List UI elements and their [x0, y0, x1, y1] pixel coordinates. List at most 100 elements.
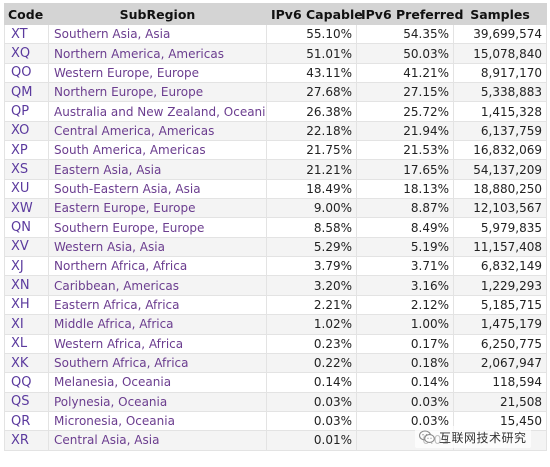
wechat-watermark: 互联网技术研究 [415, 426, 531, 448]
cell-samples: 15,078,840 [453, 43, 547, 64]
cell-subregion[interactable]: Western Asia, Asia [48, 236, 267, 258]
table-row: XT Southern Asia, Asia 55.10% 54.35% 39,699,… [4, 23, 547, 45]
cell-samples: 1,229,293 [453, 275, 547, 296]
cell-ipv6-preferred: 21.53% [356, 140, 454, 161]
cell-code[interactable]: XQ [4, 43, 49, 64]
cell-samples: 6,137,759 [453, 120, 547, 142]
table-header-row: Code SubRegion IPv6 Capable IPv6 Preferr… [4, 3, 547, 25]
cell-subregion[interactable]: Micronesia, Oceania [48, 410, 267, 432]
table-row: QP Australia and New Zealand, Oceania 26.3… [4, 101, 547, 122]
cell-ipv6-capable: 22.18% [266, 120, 357, 142]
cell-code[interactable]: XR [4, 430, 49, 451]
cell-ipv6-capable: 0.23% [266, 333, 357, 354]
cell-subregion[interactable]: Southern Europe, Europe [48, 217, 267, 238]
cell-subregion[interactable]: Western Europe, Europe [48, 62, 267, 84]
cell-subregion[interactable]: Eastern Africa, Africa [48, 294, 267, 316]
cell-samples: 118,594 [453, 372, 547, 393]
cell-code[interactable]: XP [4, 140, 49, 161]
cell-code[interactable]: XI [4, 314, 49, 335]
table-row: XW Eastern Europe, Europe 9.00% 8.87% 12,103… [4, 198, 547, 219]
cell-subregion[interactable]: Australia and New Zealand, Oceania [48, 101, 267, 122]
cell-subregion[interactable]: Middle Africa, Africa [48, 314, 267, 335]
table-row: XI Middle Africa, Africa 1.02% 1.00% 1,475,1… [4, 314, 547, 335]
cell-subregion[interactable]: Central America, Americas [48, 120, 267, 142]
cell-ipv6-capable: 0.01% [266, 430, 357, 451]
cell-code[interactable]: XN [4, 275, 49, 296]
cell-samples: 54,137,209 [453, 159, 547, 180]
cell-ipv6-preferred: 8.49% [356, 217, 454, 238]
cell-code[interactable]: XW [4, 198, 49, 219]
cell-ipv6-preferred: 17.65% [356, 159, 454, 180]
cell-ipv6-preferred: 50.03% [356, 43, 454, 64]
cell-subregion[interactable]: Central Asia, Asia [48, 430, 267, 451]
cell-samples: 5,979,835 [453, 217, 547, 238]
cell-subregion[interactable]: Northern Africa, Africa [48, 256, 267, 277]
table-row: XH Eastern Africa, Africa 2.21% 2.12% 5,185,… [4, 294, 547, 316]
cell-ipv6-preferred: 54.35% [356, 23, 454, 45]
cell-code[interactable]: QO [4, 62, 49, 84]
cell-subregion[interactable]: Eastern Europe, Europe [48, 198, 267, 219]
column-header-ipv6-preferred[interactable]: IPv6 Preferred [356, 3, 463, 25]
cell-subregion[interactable]: Caribbean, Americas [48, 275, 267, 296]
cell-ipv6-capable: 3.79% [266, 256, 357, 277]
cell-ipv6-preferred: 25.72% [356, 101, 454, 122]
cell-ipv6-capable: 8.58% [266, 217, 357, 238]
cell-code[interactable]: QN [4, 217, 49, 238]
cell-samples: 12,103,567 [453, 198, 547, 219]
column-header-code[interactable]: Code [4, 3, 49, 25]
cell-ipv6-preferred: 2.12% [356, 294, 454, 316]
cell-ipv6-preferred: 0.03% [356, 391, 454, 412]
cell-code[interactable]: XO [4, 120, 49, 142]
cell-subregion[interactable]: Eastern Asia, Asia [48, 159, 267, 180]
cell-code[interactable]: QS [4, 391, 49, 412]
table-row: XO Central America, Americas 22.18% 21.94% 6… [4, 120, 547, 142]
cell-ipv6-preferred: 18.13% [356, 178, 454, 200]
table-row: XV Western Asia, Asia 5.29% 5.19% 11,157,408 [4, 236, 547, 258]
cell-code[interactable]: XT [4, 23, 49, 45]
cell-ipv6-capable: 9.00% [266, 198, 357, 219]
cell-ipv6-preferred: 3.71% [356, 256, 454, 277]
cell-ipv6-capable: 0.14% [266, 372, 357, 393]
cell-code[interactable]: QQ [4, 372, 49, 393]
table-row: XU South-Eastern Asia, Asia 18.49% 18.13% 18… [4, 178, 547, 200]
cell-ipv6-preferred: 1.00% [356, 314, 454, 335]
cell-code[interactable]: XL [4, 333, 49, 354]
cell-code[interactable]: XH [4, 294, 49, 316]
cell-subregion[interactable]: South America, Americas [48, 140, 267, 161]
column-header-ipv6-capable[interactable]: IPv6 Capable [266, 3, 363, 25]
cell-samples: 2,067,947 [453, 352, 547, 374]
cell-subregion[interactable]: Southern Asia, Asia [48, 23, 267, 45]
column-header-samples[interactable]: Samples [453, 3, 547, 25]
cell-code[interactable]: XV [4, 236, 49, 258]
cell-ipv6-preferred: 41.21% [356, 62, 454, 84]
table-row: XN Caribbean, Americas 3.20% 3.16% 1,229,293 [4, 275, 547, 296]
cell-subregion[interactable]: Northern Europe, Europe [48, 82, 267, 103]
cell-code[interactable]: XJ [4, 256, 49, 277]
cell-subregion[interactable]: Melanesia, Oceania [48, 372, 267, 393]
cell-subregion[interactable]: Southern Africa, Africa [48, 352, 267, 374]
cell-code[interactable]: QP [4, 101, 49, 122]
column-header-subregion[interactable]: SubRegion [48, 3, 267, 25]
cell-code[interactable]: QR [4, 410, 49, 432]
cell-code[interactable]: XS [4, 159, 49, 180]
cell-ipv6-preferred: 21.94% [356, 120, 454, 142]
cell-code[interactable]: XK [4, 352, 49, 374]
cell-code[interactable]: QM [4, 82, 49, 103]
cell-ipv6-capable: 2.21% [266, 294, 357, 316]
cell-samples: 5,338,883 [453, 82, 547, 103]
cell-subregion[interactable]: Northern America, Americas [48, 43, 267, 64]
cell-code[interactable]: XU [4, 178, 49, 200]
cell-ipv6-capable: 18.49% [266, 178, 357, 200]
cell-subregion[interactable]: Polynesia, Oceania [48, 391, 267, 412]
cell-ipv6-capable: 26.38% [266, 101, 357, 122]
cell-subregion[interactable]: Western Africa, Africa [48, 333, 267, 354]
cell-samples: 5,185,715 [453, 294, 547, 316]
cell-subregion[interactable]: South-Eastern Asia, Asia [48, 178, 267, 200]
wechat-icon [419, 430, 435, 443]
cell-ipv6-capable: 27.68% [266, 82, 357, 103]
cell-ipv6-capable: 0.03% [266, 410, 357, 432]
cell-samples: 18,880,250 [453, 178, 547, 200]
cell-samples: 11,157,408 [453, 236, 547, 258]
table-row: XS Eastern Asia, Asia 21.21% 17.65% 54,137,2… [4, 159, 547, 180]
cell-samples: 8,917,170 [453, 62, 547, 84]
